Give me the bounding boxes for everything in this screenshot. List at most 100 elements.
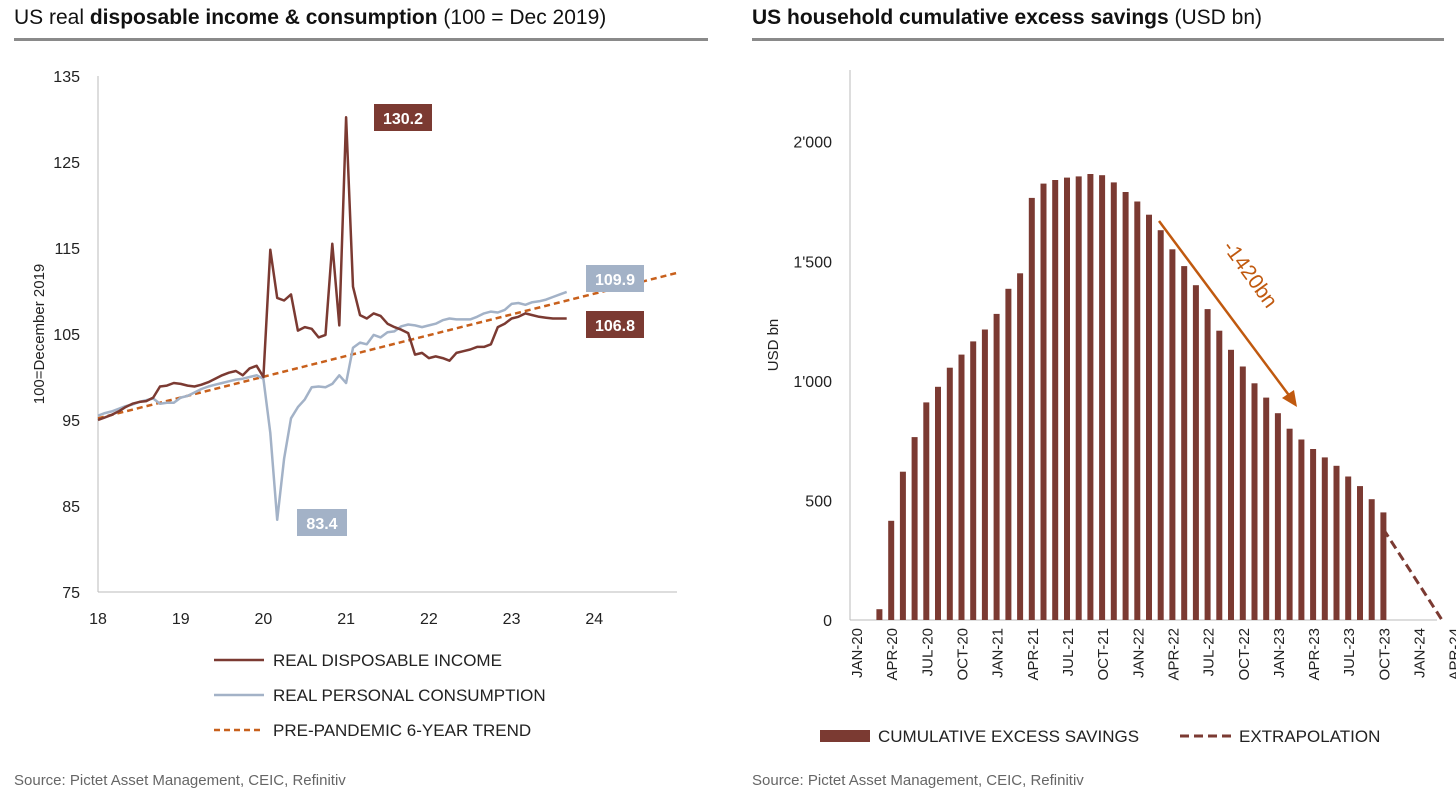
extrapolation-line [1382,528,1444,621]
svg-text:130.2: 130.2 [383,111,423,128]
savings-bar [1286,428,1293,620]
savings-bar [923,402,930,620]
left-x-tick-label: 19 [172,611,190,628]
savings-bar [1310,449,1317,620]
left-y-tick-label: 85 [62,499,80,516]
savings-bar [876,609,883,620]
left-source: Source: Pictet Asset Management, CEIC, R… [14,772,346,789]
right-x-tick-label: JAN-21 [990,628,1007,678]
savings-bar [935,386,941,620]
right-title-bold: US household cumulative excess savings [752,6,1169,29]
right-y-axis-label: USD bn [765,319,782,372]
right-x-tick-label: OCT-21 [1095,628,1112,681]
savings-bar [1192,285,1199,620]
right-x-tick-label: APR-20 [884,628,901,681]
right-x-tick-label: JUL-21 [1060,628,1077,676]
right-x-tick-label: JAN-20 [849,628,866,678]
savings-bar [993,313,1000,620]
svg-text:CUMULATIVE EXCESS SAVINGS: CUMULATIVE EXCESS SAVINGS [878,727,1139,746]
savings-bar [1052,180,1059,620]
svg-text:106.8: 106.8 [595,318,635,335]
left-x-tick-label: 23 [503,611,521,628]
savings-bar [1251,383,1258,620]
savings-bar [911,437,918,620]
right-x-tick-label: OCT-20 [955,628,972,681]
left-legend-item: REAL DISPOSABLE INCOME [214,651,502,670]
savings-bar [958,354,965,620]
left-y-tick-label: 135 [53,69,80,86]
value-label: 83.4 [297,509,347,536]
left-y-axis-label: 100=December 2019 [31,264,48,405]
savings-bar [1368,499,1375,620]
savings-bar [1075,176,1082,620]
savings-bar [1087,174,1094,620]
right-x-tick-label: JUL-20 [919,628,936,676]
right-legend-item: CUMULATIVE EXCESS SAVINGS [820,727,1139,746]
savings-bar [1122,192,1129,620]
right-x-tick-label: APR-21 [1025,628,1042,681]
svg-text:83.4: 83.4 [306,516,337,533]
left-chart: 75 85 95 105 115 125 135 18 19 20 21 22 23 24 100=Dece… [31,69,678,740]
right-y-tick-label: 1'000 [793,374,832,391]
value-label: 106.8 [586,311,644,338]
left-legend-item: PRE-PANDEMIC 6-YEAR TREND [214,721,531,740]
right-x-tick-label: JAN-22 [1130,628,1147,678]
savings-bar [1228,349,1234,620]
left-title-bold: disposable income & consumption [89,6,438,29]
savings-bar [981,329,988,620]
savings-bar [1216,330,1223,620]
savings-bar [1274,413,1281,620]
svg-text:109.9: 109.9 [595,272,635,289]
left-y-tick-label: 75 [62,585,80,602]
right-x-tick-label: APR-24 [1447,628,1456,681]
savings-bar [1040,183,1047,620]
right-x-tick-label: OCT-22 [1236,628,1253,681]
savings-bar [1298,439,1305,620]
decline-arrow [1157,220,1297,407]
left-y-tick-label: 105 [53,327,80,344]
savings-bar [1357,486,1363,620]
svg-text:PRE-PANDEMIC 6-YEAR TREND: PRE-PANDEMIC 6-YEAR TREND [273,721,531,740]
savings-bar [1380,512,1387,620]
left-chart-title: US real disposable income & consumption … [14,6,606,30]
svg-text:REAL DISPOSABLE INCOME: REAL DISPOSABLE INCOME [273,651,502,670]
savings-bar [1333,465,1340,620]
right-x-tick-label: JAN-23 [1271,628,1288,678]
right-title-post: (USD bn) [1168,6,1263,29]
savings-bar [1028,197,1035,620]
savings-bar [1146,214,1152,620]
left-title-rule [14,38,708,41]
savings-bar [888,520,895,620]
savings-bar [1321,457,1328,620]
left-y-tick-label: 125 [53,155,80,172]
left-x-tick-label: 20 [255,611,273,628]
left-x-tick-label: 18 [89,611,107,628]
savings-bar [946,367,953,620]
svg-text:REAL PERSONAL CONSUMPTION: REAL PERSONAL CONSUMPTION [273,686,546,705]
savings-bar [1263,397,1270,620]
right-x-tick-label: APR-23 [1306,628,1323,681]
savings-bar [1181,266,1188,620]
right-chart: 0 500 1'000 1'500 2'000 USD bn JAN-20 APR-20 JUL… [765,70,1456,746]
left-y-tick-label: 115 [54,241,80,258]
savings-bar [1110,182,1117,620]
decline-label: -1420bn [1218,236,1282,312]
savings-bar [899,471,906,620]
left-legend-item: REAL PERSONAL CONSUMPTION [214,686,546,705]
right-y-tick-label: 0 [823,613,832,630]
svg-text:EXTRAPOLATION: EXTRAPOLATION [1239,727,1380,746]
left-x-tick-label: 21 [337,611,355,628]
savings-bar [1345,476,1352,620]
consumption-line [97,290,568,522]
right-y-tick-label: 2'000 [793,135,832,152]
right-y-tick-label: 1'500 [793,254,832,271]
income-line [97,116,567,422]
savings-bar [1064,177,1070,620]
right-x-tick-label: OCT-23 [1376,628,1393,681]
savings-bar [1099,175,1106,620]
left-title-pre: US real [14,6,90,29]
left-title-post: (100 = Dec 2019) [437,6,607,29]
value-label: 109.9 [586,265,644,292]
left-x-tick-label: 24 [585,611,603,628]
right-title-rule [752,38,1444,41]
